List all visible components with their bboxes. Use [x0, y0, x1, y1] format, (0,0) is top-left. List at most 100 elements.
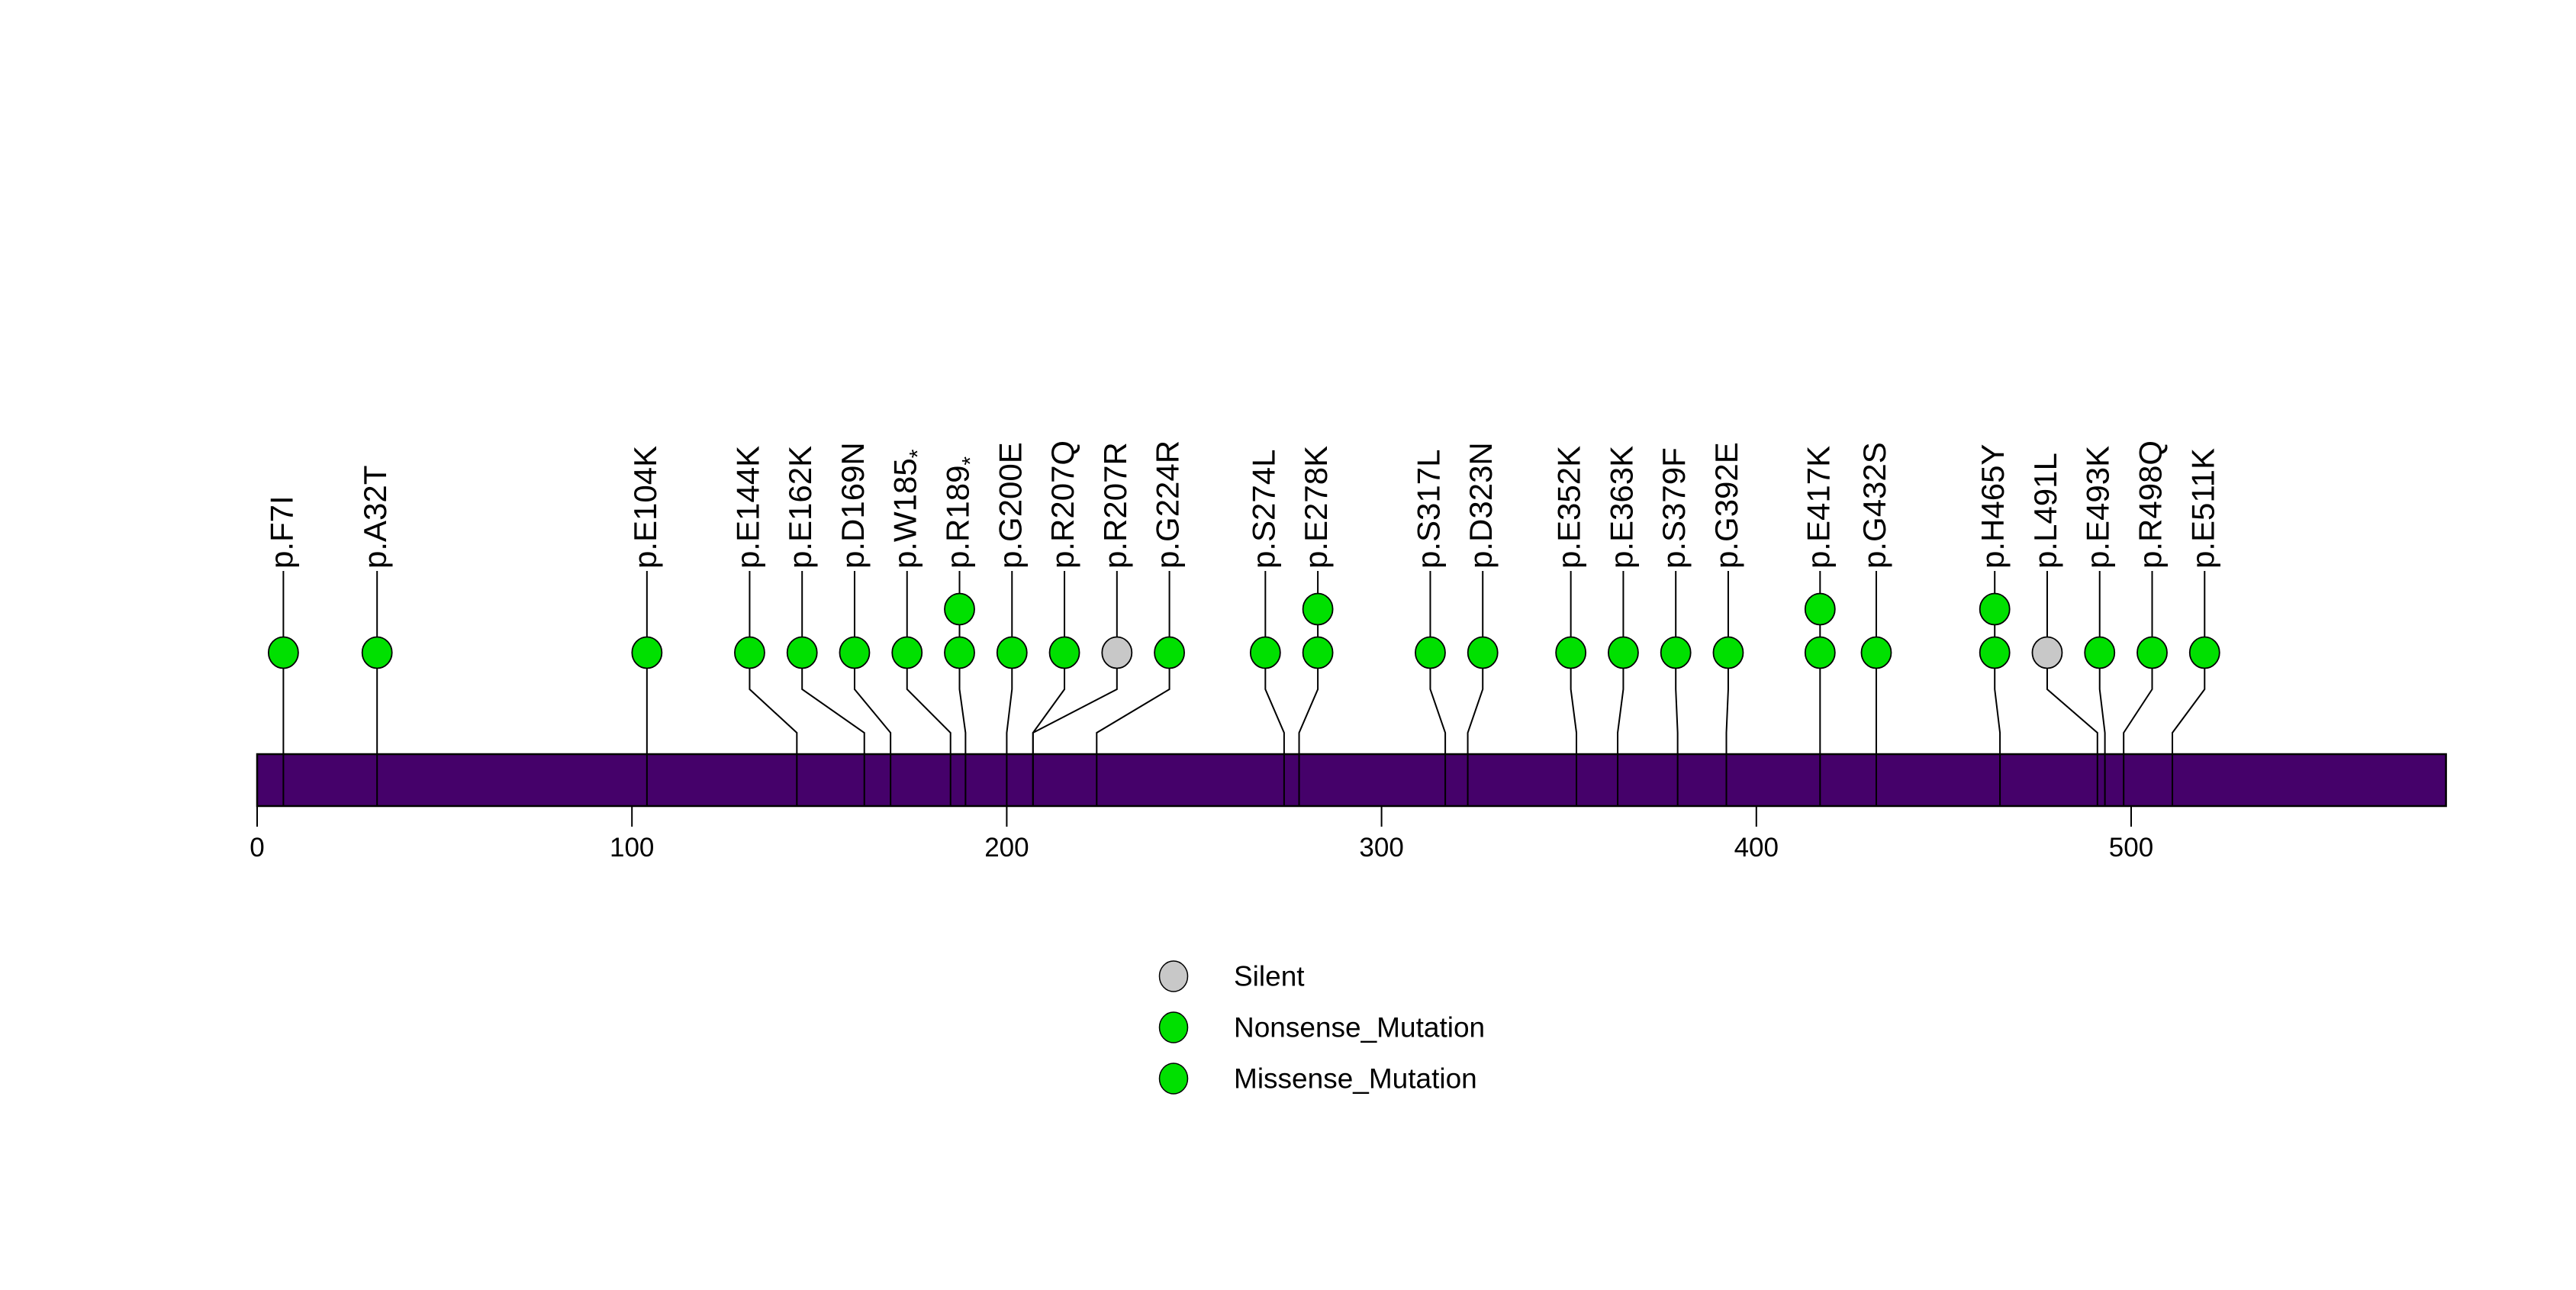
mutation-label: p.R207Q: [1045, 440, 1080, 569]
mutation-label: p.R498Q: [2133, 440, 2169, 569]
lollipop-stem: [2098, 571, 2106, 806]
lollipop-pg224r: p.G224R: [1096, 440, 1186, 806]
legend-item-nonsense-mutation: Nonsense_Mutation: [1158, 1011, 1485, 1043]
x-axis-tick-label: 0: [250, 833, 264, 863]
legend-item-missense-mutation: Missense_Mutation: [1158, 1063, 1477, 1095]
lollipop-stem: [1467, 571, 1484, 806]
lollipop-stem: [2172, 571, 2206, 806]
mutation-circle: [1302, 592, 1334, 626]
mutation-circle: [1302, 636, 1334, 669]
lollipop-stem: [1675, 571, 1679, 806]
mutation-circle: [944, 592, 975, 626]
mutation-label: p.G432S: [1856, 442, 1892, 569]
lollipop-pf7i: p.F7I: [263, 495, 299, 806]
lollipop-pe511k: p.E511K: [2172, 448, 2220, 806]
lollipop-pg200e: p.G200E: [992, 442, 1028, 806]
mutation-circle: [361, 636, 393, 669]
mutation-label: p.E278K: [1298, 446, 1334, 569]
mutation-label: p.E104K: [627, 446, 663, 569]
mutation-circle: [1860, 636, 1892, 669]
lollipop-stem: [2123, 571, 2153, 806]
lollipop-stem: [1429, 571, 1447, 806]
lollipop-ps274l: p.S274L: [1245, 450, 1285, 806]
mutation-circle: [1608, 636, 1639, 669]
legend-label: Silent: [1234, 961, 1305, 992]
mutation-label: p.E162K: [782, 446, 818, 569]
mutation-circle: [1555, 636, 1587, 669]
x-axis-tick-label: 300: [1359, 833, 1403, 863]
lollipop-pw185: p.W185*: [887, 449, 952, 806]
lollipop-stem: [1298, 571, 1319, 806]
lollipop-pe417k: p.E417K: [1800, 446, 1836, 806]
lollipop-stem: [1032, 571, 1118, 806]
mutation-circle: [1804, 636, 1836, 669]
legend-swatch: [1158, 960, 1189, 992]
lollipop-ps317l: p.S317L: [1410, 450, 1446, 806]
lollipop-pg392e: p.G392E: [1708, 442, 1744, 806]
mutation-circle: [734, 636, 765, 669]
lollipop-pe104k: p.E104K: [627, 446, 663, 806]
x-axis-tick-label: 200: [984, 833, 1029, 863]
mutation-circle: [267, 636, 299, 669]
mutation-label: p.S274L: [1245, 450, 1281, 569]
lollipop-stem: [1617, 571, 1624, 806]
mutation-circle: [944, 636, 975, 669]
mutation-label: p.D323N: [1463, 442, 1499, 569]
mutation-label: p.G392E: [1708, 442, 1744, 569]
mutation-circle: [1979, 592, 2011, 626]
lollipop-pe493k: p.E493K: [2080, 446, 2116, 806]
lollipop-pr189: p.R189*: [940, 456, 984, 806]
protein-backbone-bar: [256, 753, 2447, 808]
mutation-circle: [1979, 636, 2011, 669]
lollipop-pd323n: p.D323N: [1463, 442, 1499, 806]
mutation-label: p.A32T: [357, 466, 393, 569]
mutation-label: p.E144K: [729, 446, 765, 569]
lollipop-stem: [2046, 571, 2098, 806]
mutation-circle: [1048, 636, 1080, 669]
mutation-circle: [839, 636, 871, 669]
lollipop-stem: [906, 571, 952, 806]
x-axis-tick-label: 500: [2109, 833, 2153, 863]
legend-label: Nonsense_Mutation: [1234, 1012, 1485, 1043]
lollipop-pr498q: p.R498Q: [2123, 440, 2169, 806]
legend-swatch: [1158, 1063, 1189, 1095]
lollipop-pe352k: p.E352K: [1551, 446, 1587, 806]
mutation-label: p.G224R: [1150, 440, 1186, 569]
mutation-circle: [1249, 636, 1281, 669]
mutation-circle: [1467, 636, 1499, 669]
legend: Silent Nonsense_Mutation Missense_Mutation: [1158, 960, 1485, 1095]
lollipop-ph465y: p.H465Y: [1975, 444, 2011, 806]
mutation-label: p.F7I: [263, 495, 299, 569]
lollipop-pl491l: p.L491L: [2027, 453, 2098, 806]
legend-swatch: [1158, 1011, 1189, 1043]
mutation-label: p.E363K: [1603, 446, 1639, 569]
mutation-label: p.E493K: [2080, 446, 2116, 569]
mutation-circle: [1804, 592, 1836, 626]
lollipop-stem: [801, 571, 865, 806]
x-axis-tick-label: 400: [1734, 833, 1779, 863]
mutation-circle: [2031, 636, 2063, 669]
lollipop-ps379f: p.S379F: [1656, 447, 1692, 806]
legend-item-silent: Silent: [1158, 960, 1305, 992]
lollipop-stem: [1570, 571, 1578, 806]
lollipop-stem: [853, 571, 892, 806]
mutation-label: p.L491L: [2027, 453, 2063, 569]
mutation-circle: [1415, 636, 1446, 669]
mutation-circle: [1660, 636, 1692, 669]
mutation-circle: [996, 636, 1028, 669]
x-axis-tick-label: 100: [610, 833, 654, 863]
lollipop-pe144k: p.E144K: [729, 446, 798, 806]
lollipop-stem: [1096, 571, 1170, 806]
lollipop-stem: [749, 571, 798, 806]
mutation-circle: [2136, 636, 2168, 669]
mutation-circle: [1154, 636, 1185, 669]
legend-label: Missense_Mutation: [1234, 1063, 1477, 1095]
lollipop-stem: [1994, 571, 2001, 806]
mutation-label: p.E352K: [1551, 446, 1587, 569]
x-axis: 0 100 200 300 400 500: [250, 806, 2153, 863]
mutation-circle: [631, 636, 663, 669]
lollipop-pe278k: p.E278K: [1298, 446, 1334, 806]
mutation-circle: [786, 636, 818, 669]
